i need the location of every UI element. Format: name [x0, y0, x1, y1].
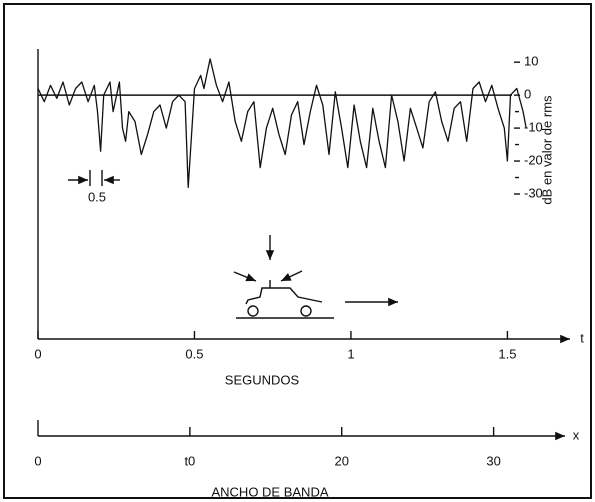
y-tick-label: -10 [524, 120, 543, 135]
frame [3, 3, 592, 499]
x-tick-label: 1 [347, 346, 354, 361]
x-axis-symbol: t [580, 330, 584, 345]
scale-marker [68, 170, 120, 186]
y-tick-label: 10 [524, 54, 538, 69]
annotation: 0.5 [88, 189, 106, 204]
y-axis-label: dB en valor de rms [539, 95, 554, 205]
x2-axis-symbol: x [573, 427, 580, 442]
signal-line [37, 58, 527, 189]
x-tick-label: 1.5 [498, 346, 516, 361]
x-axis-label: SEGUNDOS [225, 372, 300, 387]
x2-tick-label: 20 [335, 453, 349, 468]
x-tick-label: 0 [34, 346, 41, 361]
car-diagram [233, 235, 398, 319]
y-tick-label: -20 [524, 152, 543, 167]
y-tick-label: 0 [524, 87, 531, 102]
x2-tick-label: t0 [184, 453, 195, 468]
x-tick-label: 0.5 [185, 346, 203, 361]
x2-axis-label: ANCHO DE BANDA [211, 484, 328, 499]
x2-tick-label: 30 [486, 453, 500, 468]
x2-tick-label: 0 [34, 453, 41, 468]
y-tick-label: -30 [524, 185, 543, 200]
